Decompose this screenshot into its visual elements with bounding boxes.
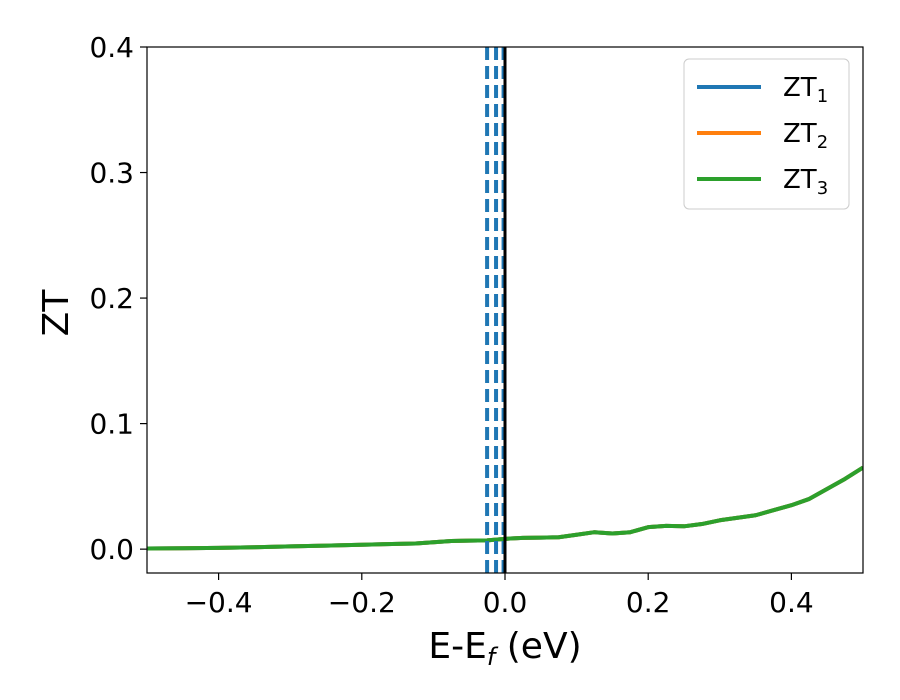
x-tick-label: 0.2 — [626, 586, 671, 619]
legend-label-1: ZT1 — [783, 73, 828, 107]
y-tick-label: 0.2 — [89, 282, 134, 315]
vertical-lines — [485, 47, 507, 573]
x-tick-label: −0.2 — [328, 586, 396, 619]
y-tick-label: 0.3 — [89, 157, 134, 190]
y-axis-title: ZT — [36, 289, 77, 337]
x-axis: −0.4 −0.2 0.0 0.2 0.4 — [185, 573, 814, 619]
x-tick-label: 0.0 — [483, 586, 528, 619]
series-line-3 — [147, 465, 863, 551]
legend: ZT1 ZT2 ZT3 — [683, 58, 850, 210]
x-tick-label: −0.4 — [185, 586, 253, 619]
legend-label-2: ZT2 — [783, 119, 828, 153]
y-axis: 0.0 0.1 0.2 0.3 0.4 — [89, 31, 147, 566]
legend-frame — [683, 58, 850, 210]
legend-label-3: ZT3 — [783, 165, 828, 199]
x-tick-label: 0.4 — [769, 586, 814, 619]
y-tick-label: 0.0 — [89, 533, 134, 566]
y-tick-label: 0.1 — [89, 408, 134, 441]
y-tick-label: 0.4 — [89, 31, 134, 64]
x-axis-title: E-Ef (eV) — [428, 626, 581, 671]
series-layer — [147, 465, 863, 551]
